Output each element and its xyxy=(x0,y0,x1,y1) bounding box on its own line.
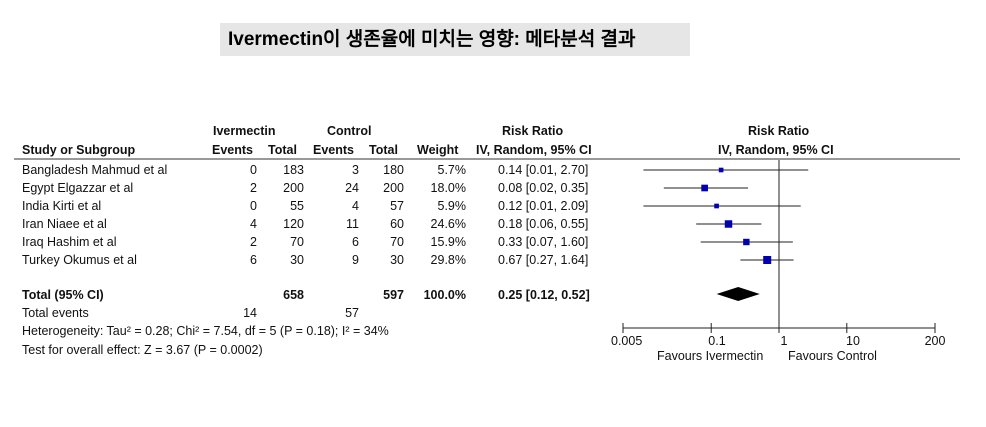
tick-label: 1 xyxy=(780,334,788,348)
weight: 15.9% xyxy=(430,235,466,249)
total-events-label: Total events xyxy=(22,306,89,320)
study-name: Egypt Elgazzar et al xyxy=(22,181,134,195)
total-1: 70 xyxy=(290,235,304,249)
header-group2: Control xyxy=(327,124,372,138)
table-row: India Kirti et al 0 55 4 57 5.9% 0.12 [0… xyxy=(0,199,986,217)
total-2: 180 xyxy=(383,163,404,177)
header-plot-rr-method: IV, Random, 95% CI xyxy=(718,143,834,157)
total-1: 120 xyxy=(283,217,304,231)
weight: 18.0% xyxy=(430,181,466,195)
total-1: 183 xyxy=(283,163,304,177)
header-rr-method: IV, Random, 95% CI xyxy=(476,143,592,157)
header-events-1: Events xyxy=(212,143,253,157)
total-weight: 100.0% xyxy=(423,288,466,302)
risk-ratio: 0.33 [0.07, 1.60] xyxy=(498,235,589,249)
events-2: 3 xyxy=(352,163,359,177)
study-marker xyxy=(724,220,733,228)
weight: 29.8% xyxy=(430,253,466,267)
total-1: 30 xyxy=(290,253,304,267)
events-1: 0 xyxy=(250,199,257,213)
risk-ratio: 0.08 [0.02, 0.35] xyxy=(498,181,589,195)
risk-ratio: 0.18 [0.06, 0.55] xyxy=(498,217,589,231)
header-total-1: Total xyxy=(268,143,297,157)
header-weight: Weight xyxy=(417,143,459,157)
risk-ratio: 0.14 [0.01, 2.70] xyxy=(498,163,589,177)
tick-label: 0.005 xyxy=(611,334,643,348)
favours-right-label: Favours Control xyxy=(788,349,877,363)
total-2: 70 xyxy=(390,235,404,249)
tick-label: 200 xyxy=(924,334,946,348)
table-row: Iran Niaee et al 4 120 11 60 24.6% 0.18 … xyxy=(0,217,986,235)
heterogeneity-text: Heterogeneity: Tau² = 0.28; Chi² = 7.54,… xyxy=(22,324,389,338)
events-2: 11 xyxy=(346,217,359,231)
total-label: Total (95% CI) xyxy=(22,288,104,302)
risk-ratio: 0.67 [0.27, 1.64] xyxy=(498,253,589,267)
table-row: Bangladesh Mahmud et al 0 183 3 180 5.7%… xyxy=(0,163,986,181)
favours-left-label: Favours Ivermectin xyxy=(657,349,764,363)
study-name: Iraq Hashim et al xyxy=(22,235,117,249)
tick-label: 0.1 xyxy=(708,334,726,348)
header-plot-risk-ratio: Risk Ratio xyxy=(748,124,810,138)
tick-label: 10 xyxy=(846,334,860,348)
events-2: 9 xyxy=(352,253,359,267)
total-2: 30 xyxy=(390,253,404,267)
total-events-2: 57 xyxy=(345,306,359,320)
events-2: 6 xyxy=(352,235,359,249)
total-2: 200 xyxy=(383,181,404,195)
study-marker xyxy=(701,184,708,192)
study-name: Bangladesh Mahmud et al xyxy=(22,163,168,177)
study-marker xyxy=(743,238,750,246)
study-marker xyxy=(763,255,772,265)
weight: 5.7% xyxy=(437,163,467,177)
total-2: 57 xyxy=(390,199,404,213)
weight: 5.9% xyxy=(437,199,467,213)
study-name: Iran Niaee et al xyxy=(22,217,107,231)
weight: 24.6% xyxy=(430,217,466,231)
risk-ratio: 0.12 [0.01, 2.09] xyxy=(498,199,589,213)
events-2: 24 xyxy=(345,181,359,195)
study-name: India Kirti et al xyxy=(22,199,102,213)
study-name: Turkey Okumus et al xyxy=(22,253,137,267)
study-marker xyxy=(714,203,719,209)
overall-effect-text: Test for overall effect: Z = 3.67 (P = 0… xyxy=(22,343,263,357)
total-1: 658 xyxy=(283,288,304,302)
total-1: 200 xyxy=(283,181,304,195)
total-2: 597 xyxy=(383,288,404,302)
total-1: 55 xyxy=(290,199,304,213)
header-events-2: Events xyxy=(313,143,354,157)
page-title: Ivermectin이 생존율에 미치는 영향: 메타분석 결과 xyxy=(220,23,690,56)
header-study: Study or Subgroup xyxy=(22,143,136,157)
study-marker xyxy=(718,167,724,173)
events-1: 4 xyxy=(250,217,257,231)
events-1: 2 xyxy=(250,181,257,195)
table-row: Iraq Hashim et al 2 70 6 70 15.9% 0.33 [… xyxy=(0,235,986,253)
total-events-1: 14 xyxy=(243,306,257,320)
total-2: 60 xyxy=(390,217,404,231)
pooled-diamond xyxy=(716,287,760,301)
events-1: 0 xyxy=(250,163,257,177)
header-total-2: Total xyxy=(369,143,398,157)
table-row: Turkey Okumus et al 6 30 9 30 29.8% 0.67… xyxy=(0,253,986,271)
events-2: 4 xyxy=(352,199,359,213)
header-group1: Ivermectin xyxy=(213,124,276,138)
events-1: 2 xyxy=(250,235,257,249)
events-1: 6 xyxy=(250,253,257,267)
header-risk-ratio: Risk Ratio xyxy=(502,124,564,138)
table-row: Egypt Elgazzar et al 2 200 24 200 18.0% … xyxy=(0,181,986,199)
total-risk-ratio: 0.25 [0.12, 0.52] xyxy=(498,288,590,302)
